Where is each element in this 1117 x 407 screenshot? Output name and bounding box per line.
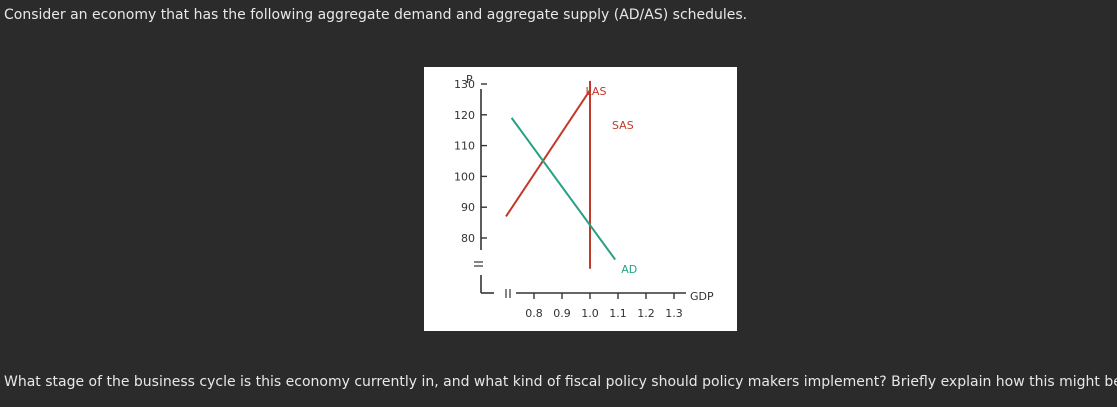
- chart-svg: P GDP 130 120 110 100 90 80 0.8 0.9 1.0 1.1 1.2 1.…: [454, 73, 714, 320]
- x-axis-label: GDP: [690, 290, 714, 303]
- y-tick-label: 80: [461, 232, 475, 245]
- ad-curve: [510, 117, 617, 261]
- y-ticks: 130 120 110 100 90 80: [454, 78, 487, 245]
- y-tick-label: 110: [454, 140, 475, 153]
- y-tick-label: 130: [454, 78, 475, 91]
- x-tick-label: 1.2: [637, 307, 655, 320]
- y-axis-label: P: [466, 73, 473, 86]
- intro-text: Consider an economy that has the followi…: [4, 7, 748, 23]
- x-tick-label: 0.9: [553, 307, 571, 320]
- y-axis-break-icon: [474, 261, 483, 267]
- y-tick-label: 100: [454, 170, 475, 183]
- sas-label: SAS: [612, 119, 634, 132]
- series-lines: LAS SAS AD: [505, 80, 637, 276]
- question-text: What stage of the business cycle is this…: [4, 374, 1117, 390]
- x-tick-label: 1.3: [665, 307, 683, 320]
- las-label: LAS: [586, 85, 607, 98]
- y-tick-label: 90: [461, 201, 475, 214]
- x-axis-break-icon: [505, 289, 511, 298]
- x-tick-label: 0.8: [525, 307, 543, 320]
- sas-curve: [505, 89, 591, 217]
- y-tick-label: 120: [454, 109, 475, 122]
- ad-as-chart: P GDP 130 120 110 100 90 80 0.8 0.9 1.0 1.1 1.2 1.…: [424, 67, 737, 331]
- x-ticks: 0.8 0.9 1.0 1.1 1.2 1.3: [525, 293, 683, 320]
- x-tick-label: 1.1: [609, 307, 627, 320]
- x-tick-label: 1.0: [581, 307, 599, 320]
- ad-label: AD: [621, 263, 637, 276]
